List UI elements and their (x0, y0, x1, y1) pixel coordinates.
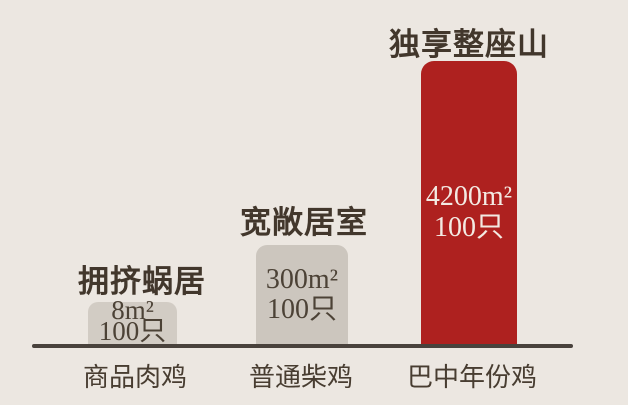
bar-caption-spacious: 宽敞居室 (240, 205, 368, 240)
bar-bazhong-vintage-chicken: 4200m² 100只 (421, 61, 517, 348)
area-value: 8m² (111, 295, 154, 325)
bar-value-label: 300m² 100只 (256, 265, 348, 325)
x-axis-label-bazhong-vintage-chicken: 巴中年份鸡 (406, 363, 537, 392)
bar-commercial-meat-chicken: 8m² 100只 (88, 295, 177, 348)
bar-value-label: 8m² 100只 (88, 295, 177, 346)
x-axis-line (32, 344, 573, 348)
bar-caption-crowded: 拥挤蜗居 (78, 264, 206, 299)
x-axis-label-commercial-meat-chicken: 商品肉鸡 (82, 363, 187, 392)
count-value: 100只 (433, 212, 504, 243)
count-value: 100只 (98, 316, 167, 346)
bar-value-label: 4200m² 100只 (421, 181, 517, 243)
bar-caption-whole-mountain: 独享整座山 (389, 27, 549, 62)
x-axis-label-ordinary-free-range-chicken: 普通柴鸡 (248, 363, 353, 392)
count-value: 100只 (266, 294, 337, 325)
area-value: 4200m² (425, 181, 513, 212)
area-value: 300m² (265, 264, 339, 295)
bar-ordinary-free-range-chicken: 300m² 100只 (256, 245, 348, 348)
